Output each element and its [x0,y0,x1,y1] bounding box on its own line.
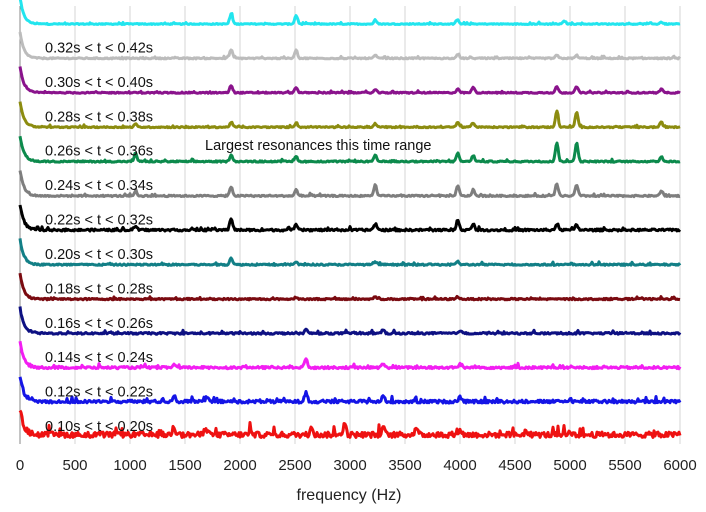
band-labels: 0.32s < t < 0.42s 0.30s < t < 0.40s 0.28s … [45,40,153,435]
x-tick-label: 1500 [168,457,201,474]
x-tick-label: 1000 [113,457,146,474]
spectrum-trace [18,66,681,95]
x-tick-label: 4000 [443,457,476,474]
x-tick-label: 4500 [498,457,531,474]
annotation-largest-resonances: Largest resonances this time range [205,138,432,154]
band-label: 0.16s < t < 0.26s [45,316,153,332]
band-label: 0.18s < t < 0.28s [45,281,153,297]
x-tick-label: 2500 [278,457,311,474]
x-axis-title: frequency (Hz) [297,487,402,504]
band-label: 0.28s < t < 0.38s [45,109,153,125]
x-tick-label: 0 [16,457,24,474]
band-label: 0.24s < t < 0.34s [45,178,153,194]
band-label: 0.30s < t < 0.40s [45,75,153,91]
x-tick-label: 500 [62,457,87,474]
x-tick-labels: 0 500 1000 1500 2000 2500 3000 3500 4000 4500 5000… [16,457,697,474]
spectrum-trace [18,31,682,61]
spectrum-trace [18,0,681,26]
band-label: 0.32s < t < 0.42s [45,40,153,56]
x-tick-label: 6000 [663,457,696,474]
x-tick-label: 5000 [553,457,586,474]
band-label: 0.26s < t < 0.36s [45,144,153,160]
spectrum-trace [18,306,682,336]
spectrum-trace [18,376,682,405]
spectra-traces [18,0,682,439]
x-gridlines [19,6,681,444]
band-label: 0.10s < t < 0.20s [45,419,153,435]
x-tick-label: 3500 [388,457,421,474]
spectrum-trace [18,409,682,439]
spectrum-trace [18,340,682,371]
x-tick-label: 2000 [223,457,256,474]
spectrum-trace [18,101,681,130]
x-tick-label: 3000 [333,457,366,474]
band-label: 0.14s < t < 0.24s [45,350,153,366]
spectrum-trace [18,170,681,199]
band-label: 0.20s < t < 0.30s [45,247,153,263]
spectrum-trace [18,238,682,267]
spectrum-trace [18,204,682,233]
spectrum-trace [18,272,681,302]
spectrum-trace [18,135,681,164]
band-label: 0.12s < t < 0.22s [45,385,153,401]
band-label: 0.22s < t < 0.32s [45,213,153,229]
x-tick-label: 5500 [608,457,641,474]
